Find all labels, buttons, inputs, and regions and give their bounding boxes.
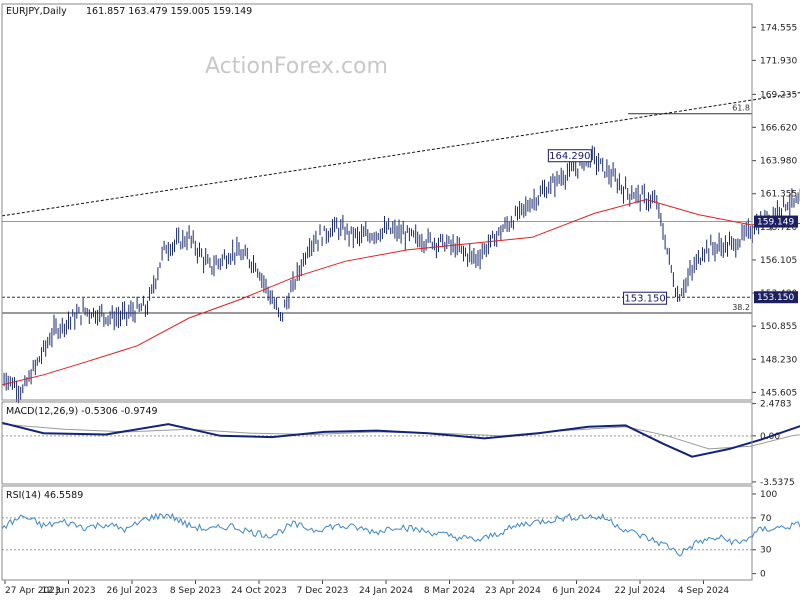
trend-line	[1, 92, 800, 217]
macd-y-tick-label: 0.00	[760, 432, 780, 442]
x-tick-label: 4 Sep 2024	[678, 586, 730, 596]
price-y-tick-label: 171.930	[760, 56, 797, 66]
rsi-y-tick-label: 0	[760, 570, 766, 580]
macd-panel-frame	[1, 401, 753, 485]
x-tick-label: 24 Jan 2024	[359, 586, 413, 596]
price-panel-frame	[1, 3, 753, 401]
price-y-tick-label: 150.855	[760, 322, 797, 332]
rsi-y-tick-label: 100	[760, 490, 777, 500]
price-annotation-box	[623, 291, 668, 305]
price-y-tick-label: 158.720	[760, 223, 797, 233]
price-annotation: 164.290	[549, 151, 590, 162]
price-tag-box	[754, 215, 798, 228]
macd-line	[1, 421, 800, 458]
fib-level-label: 38.2	[732, 303, 750, 312]
price-y-tick-label: 163.980	[760, 157, 797, 167]
x-tick-label: 26 Jul 2023	[107, 586, 158, 596]
price-y-tick-label: 156.105	[760, 256, 797, 266]
price-annotation-box	[547, 149, 592, 163]
macd-signal-line	[1, 423, 800, 450]
macd-y-tick-label: -3.5375	[760, 478, 795, 488]
fib-level-label: 61.8	[732, 104, 750, 113]
price-tag-box	[754, 291, 798, 304]
x-tick-label: 27 Apr 2023	[5, 586, 61, 596]
rsi-y-tick-label: 30	[760, 546, 772, 556]
rsi-y-tick-label: 70	[760, 514, 772, 524]
price-y-tick-label: 148.230	[760, 355, 797, 365]
rsi-line	[1, 512, 800, 557]
sma-line	[1, 198, 800, 386]
x-tick-label: 6 Jun 2024	[552, 586, 601, 596]
x-tick-label: 8 Mar 2024	[424, 586, 476, 596]
x-tick-label: 12 Jun 2023	[41, 586, 95, 596]
macd-y-tick-label: 2.4783	[760, 400, 792, 410]
price-annotation: 153.150	[624, 294, 665, 305]
price-tag: 159.149	[757, 218, 794, 228]
chart-symbol: EURJPY,Daily	[6, 6, 67, 17]
price-y-tick-label: 174.555	[760, 23, 797, 33]
rsi-title: RSI(14) 46.5589	[6, 490, 83, 501]
x-tick-label: 8 Sep 2023	[170, 586, 221, 596]
price-y-tick-label: 145.605	[760, 388, 797, 398]
price-y-tick-label: 161.355	[760, 190, 797, 200]
chart-ohlc: 161.857 163.479 159.005 159.149	[86, 6, 252, 17]
x-tick-label: 22 Jul 2024	[615, 586, 666, 596]
price-y-tick-label: 169.235	[760, 90, 797, 100]
rsi-panel-frame	[1, 485, 753, 581]
x-tick-label: 24 Oct 2023	[231, 586, 287, 596]
price-tag: 153.150	[757, 293, 794, 303]
x-tick-label: 23 Apr 2024	[485, 586, 541, 596]
watermark: ActionForex.com	[205, 54, 388, 79]
macd-title: MACD(12,26,9) -0.5306 -0.9749	[6, 406, 158, 417]
price-y-tick-label: 166.620	[760, 123, 797, 133]
x-tick-label: 7 Dec 2023	[297, 586, 349, 596]
